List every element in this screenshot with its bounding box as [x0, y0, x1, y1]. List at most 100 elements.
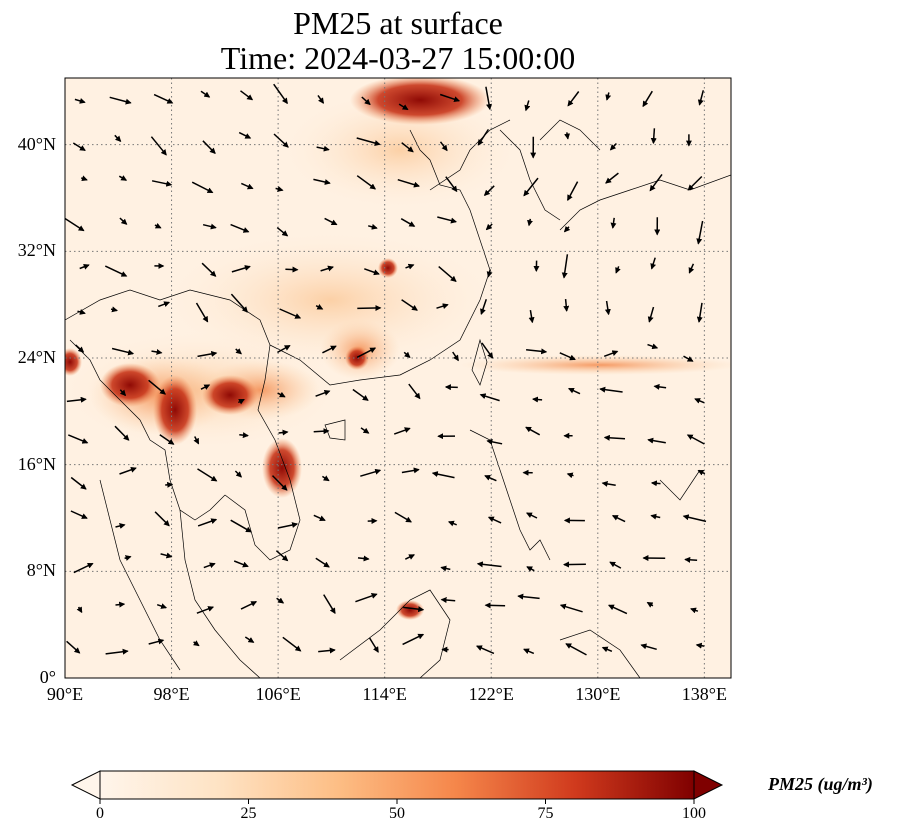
- wind-arrow: [567, 91, 580, 107]
- wind-arrow: [154, 511, 170, 527]
- wind-arrow: [104, 265, 128, 277]
- wind-arrow: [313, 178, 331, 185]
- wind-arrow: [567, 387, 581, 395]
- wind-arrow: [124, 555, 132, 561]
- wind-arrow: [605, 172, 619, 184]
- wind-arrow: [197, 468, 218, 482]
- wind-arrow: [271, 475, 288, 491]
- wind-arrow: [315, 390, 331, 397]
- wind-arrow: [650, 128, 657, 145]
- wind-arrow: [364, 268, 380, 276]
- wind-arrow: [277, 522, 299, 529]
- wind-arrow: [240, 182, 254, 190]
- map-title: PM25 at surface: [293, 5, 503, 41]
- wind-arrow: [599, 386, 623, 393]
- wind-arrow: [532, 396, 543, 403]
- lat-tick-label: 40°N: [17, 133, 56, 154]
- wind-arrow: [115, 601, 126, 608]
- lat-tick-label: 24°N: [17, 347, 56, 367]
- wind-arrow: [356, 347, 377, 358]
- wind-arrow: [646, 601, 654, 608]
- wind-arrow: [196, 606, 215, 614]
- wind-arrow: [114, 134, 122, 143]
- map-subtitle-time: Time: 2024-03-27 15:00:00: [220, 40, 576, 76]
- wind-arrow: [605, 92, 612, 101]
- wind-arrow: [77, 309, 86, 315]
- colorbar-tick-label: 0: [96, 805, 104, 822]
- wind-arrow: [317, 94, 325, 104]
- wind-vectors: [65, 83, 707, 656]
- wind-arrow: [70, 510, 88, 519]
- wind-arrow: [114, 425, 130, 441]
- wind-arrow: [320, 265, 334, 272]
- wind-arrow: [105, 648, 129, 655]
- wind-arrow: [111, 347, 135, 356]
- wind-arrow: [559, 603, 583, 613]
- colorbar-tick-label: 50: [389, 805, 405, 822]
- wind-arrow: [403, 351, 411, 358]
- wind-arrow: [694, 398, 705, 404]
- wind-arrow: [234, 470, 243, 478]
- wind-arrow: [237, 398, 245, 405]
- wind-arrow: [563, 299, 570, 312]
- wind-arrow: [683, 355, 694, 362]
- wind-arrow: [156, 603, 168, 609]
- wind-arrow: [151, 180, 173, 187]
- wind-arrow: [230, 293, 248, 313]
- wind-arrow: [476, 561, 502, 568]
- wind-arrow: [158, 301, 171, 308]
- wind-arrow: [650, 480, 661, 487]
- wind-arrow: [357, 305, 382, 312]
- wind-arrow: [202, 223, 217, 230]
- wind-arrow: [357, 555, 370, 562]
- colorbar-tick-label: 25: [240, 805, 257, 822]
- wind-arrow: [481, 342, 494, 359]
- wind-arrow: [153, 93, 174, 104]
- lat-tick-label: 32°N: [17, 240, 56, 261]
- wind-arrow: [68, 434, 89, 444]
- lon-tick-label: 98°E: [153, 684, 190, 704]
- wind-arrow: [119, 217, 128, 225]
- wind-arrow: [66, 640, 81, 654]
- wind-arrow: [313, 514, 326, 521]
- wind-arrow: [315, 304, 324, 310]
- wind-arrow: [697, 469, 706, 476]
- wind-arrow: [640, 643, 657, 651]
- wind-arrow: [109, 96, 132, 105]
- wind-arrow: [276, 227, 289, 237]
- wind-arrow: [201, 262, 217, 277]
- wind-arrow: [526, 566, 535, 572]
- wind-arrow: [151, 349, 163, 355]
- wind-arrow: [240, 90, 254, 101]
- wind-arrow: [150, 136, 167, 156]
- wind-arrow: [238, 131, 252, 139]
- wind-arrow: [684, 556, 698, 563]
- wind-arrow: [487, 516, 502, 524]
- wind-arrow: [484, 602, 506, 609]
- colorbar-title: PM25 (ug/m³): [768, 774, 873, 794]
- wind-arrow: [524, 100, 531, 112]
- wind-arrow: [352, 388, 369, 401]
- wind-arrow: [193, 436, 200, 445]
- wind-arrow: [447, 520, 457, 527]
- wind-arrow: [244, 636, 255, 643]
- wind-arrow: [445, 176, 458, 193]
- wind-arrow: [610, 217, 617, 229]
- wind-arrow: [273, 133, 289, 148]
- wind-arrow: [313, 428, 330, 435]
- wind-arrow: [233, 560, 249, 568]
- wind-arrow: [324, 217, 338, 226]
- wind-arrow: [695, 642, 705, 649]
- lon-tick-label: 114°E: [362, 684, 407, 704]
- wind-arrow: [483, 185, 495, 197]
- wind-arrow: [527, 218, 533, 227]
- wind-arrow: [393, 427, 411, 435]
- wind-arrow: [440, 597, 456, 604]
- wind-arrow: [273, 83, 288, 105]
- wind-arrow: [400, 218, 416, 227]
- wind-arrow: [607, 604, 628, 615]
- wind-arrow: [240, 601, 258, 610]
- wind-arrow: [76, 606, 83, 614]
- wind-arrow: [561, 254, 569, 279]
- wind-arrow: [475, 645, 495, 655]
